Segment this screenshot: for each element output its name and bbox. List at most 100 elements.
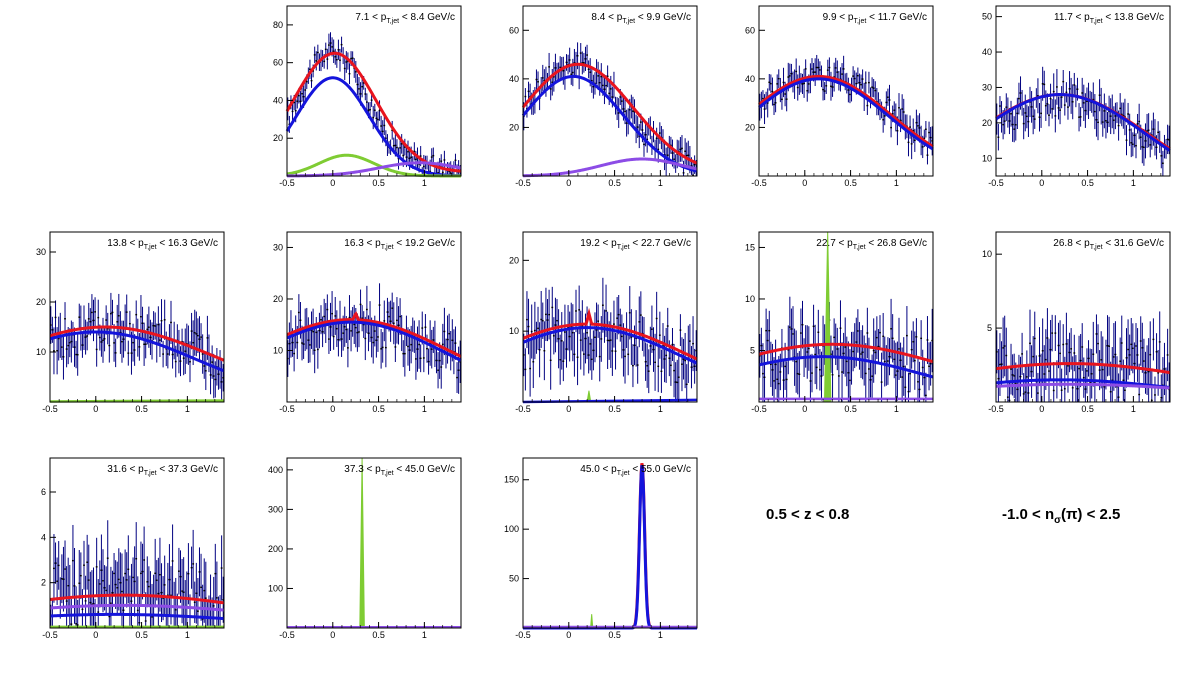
x-tick-label: -0.5: [279, 178, 295, 188]
x-tick-label: 0.5: [372, 630, 385, 640]
x-tick-label: 0.5: [844, 178, 857, 188]
panel-title: 11.7 < pT,jet < 13.8 GeV/c: [1054, 12, 1164, 25]
y-tick-label: 20: [273, 294, 283, 304]
fit-curve-total: [285, 51, 462, 173]
panel-title: 45.0 < pT,jet < 55.0 GeV/c: [580, 464, 691, 477]
plot-border: [286, 457, 462, 629]
x-tick-label: 1: [894, 178, 899, 188]
y-tick-label: 30: [36, 247, 46, 257]
y-tick-label: 20: [509, 122, 519, 132]
y-tick-label: 30: [982, 82, 992, 92]
fit-curve-proton: [49, 603, 225, 612]
x-tick-label: 0.5: [1081, 178, 1094, 188]
x-tick-label: -0.5: [515, 404, 531, 414]
y-tick-label: 10: [982, 153, 992, 163]
x-tick-label: 0: [1039, 178, 1044, 188]
plot-frame: [522, 457, 698, 629]
plot-border: [286, 5, 462, 177]
x-tick-label: 0.5: [135, 404, 148, 414]
x-tick-label: -0.5: [515, 630, 531, 640]
y-tick-label: 100: [268, 583, 283, 593]
fit-curve-pion: [285, 76, 462, 178]
y-tick-label: 60: [509, 25, 519, 35]
x-tick-label: 0.5: [1081, 404, 1094, 414]
fit-curve-pion: [522, 326, 698, 365]
fit-curve-pion: [758, 77, 934, 151]
panel-title: 13.8 < pT,jet < 16.3 GeV/c: [107, 238, 218, 251]
x-tick-label: 0.5: [844, 404, 857, 414]
fit-curve-total: [995, 362, 1171, 375]
panel-title: 16.3 < pT,jet < 19.2 GeV/c: [344, 238, 455, 251]
x-tick-label: -0.5: [42, 404, 58, 414]
panel-1: -0.5 0 0.5 1 20 40 60 80 7.1 < pT,jet < 8.4 GeV/…: [273, 5, 462, 188]
x-tick-label: -0.5: [751, 178, 767, 188]
x-tick-label: 0: [802, 178, 807, 188]
x-tick-label: 0.5: [135, 630, 148, 640]
y-tick-label: 40: [745, 74, 755, 84]
fit-curve-proton: [995, 382, 1171, 390]
x-tick-label: -0.5: [279, 404, 295, 414]
fit-curve-pion: [49, 612, 225, 621]
y-tick-label: 15: [745, 242, 755, 252]
plot-frame: [49, 231, 225, 403]
panel-title: 31.6 < pT,jet < 37.3 GeV/c: [107, 464, 218, 477]
plot-frame: [286, 231, 462, 403]
y-tick-label: 40: [273, 95, 283, 105]
x-tick-label: 1: [185, 404, 190, 414]
x-tick-label: 0.5: [608, 630, 621, 640]
fit-curve-total: [522, 307, 698, 361]
fit-curve-pion: [49, 330, 225, 373]
x-tick-label: 0.5: [372, 404, 385, 414]
plot-border: [758, 5, 934, 177]
x-tick-label: 0: [1039, 404, 1044, 414]
x-tick-label: 1: [422, 404, 427, 414]
x-tick-label: 0.5: [372, 178, 385, 188]
y-tick-label: 60: [273, 58, 283, 68]
x-tick-label: 0: [93, 404, 98, 414]
fit-curve-pion: [286, 320, 462, 362]
x-tick-label: 0.5: [608, 404, 621, 414]
y-tick-label: 30: [273, 242, 283, 252]
x-tick-label: 1: [1131, 178, 1136, 188]
panel-title: 26.8 < pT,jet < 31.6 GeV/c: [1053, 238, 1164, 251]
fit-curve-proton: [522, 157, 698, 178]
plot-frame: [286, 457, 462, 629]
fit-curve-kaon_spike: [49, 399, 225, 403]
x-tick-label: 0: [93, 630, 98, 640]
x-tick-label: -0.5: [42, 630, 58, 640]
x-tick-label: 0: [802, 404, 807, 414]
y-tick-label: 10: [745, 294, 755, 304]
fit-curve-pion: [521, 74, 698, 173]
x-tick-label: 1: [894, 404, 899, 414]
panel-title: 7.1 < pT,jet < 8.4 GeV/c: [355, 12, 455, 25]
x-tick-label: 0: [566, 178, 571, 188]
panel-2: -0.5 0 0.5 1 20 40 60 8.4 < pT,jet < 9.9 GeV/c: [509, 5, 698, 188]
x-tick-label: 0.5: [608, 178, 621, 188]
panel-title: 19.2 < pT,jet < 22.7 GeV/c: [580, 238, 691, 251]
panel-10: -0.5 0 0.5 1 2 4 6 31.6 < pT,jet < 37.3 GeV/c: [41, 457, 225, 640]
y-tick-label: 50: [509, 574, 519, 584]
x-tick-label: 0: [330, 178, 335, 188]
fit-curve-total: [758, 74, 934, 148]
y-tick-label: 6: [41, 487, 46, 497]
x-tick-label: 1: [422, 630, 427, 640]
plot-border: [995, 5, 1171, 177]
x-tick-label: -0.5: [751, 404, 767, 414]
plot-frame: [286, 5, 462, 177]
y-tick-label: 10: [982, 249, 992, 259]
fit-curve-total: [521, 62, 698, 165]
y-tick-label: 10: [273, 345, 283, 355]
panel-title: 22.7 < pT,jet < 26.8 GeV/c: [816, 238, 927, 251]
panel-5: -0.5 0 0.5 1 10 20 30 13.8 < pT,jet < 16.3 GeV/…: [36, 231, 225, 414]
y-tick-label: 10: [36, 347, 46, 357]
y-tick-label: 400: [268, 465, 283, 475]
plot-border: [995, 231, 1171, 403]
panel-4: -0.5 0 0.5 1 10 20 30 40 50 11.7 < pT,jet < 13.8 …: [982, 5, 1171, 188]
y-tick-label: 20: [273, 133, 283, 143]
x-tick-label: -0.5: [515, 178, 531, 188]
panel-11: -0.5 0 0.5 1 100 200 300 400 37.3 < pT,jet < 45.…: [268, 457, 462, 640]
x-tick-label: 1: [658, 178, 663, 188]
x-tick-label: 0: [566, 630, 571, 640]
x-tick-label: 0: [330, 404, 335, 414]
